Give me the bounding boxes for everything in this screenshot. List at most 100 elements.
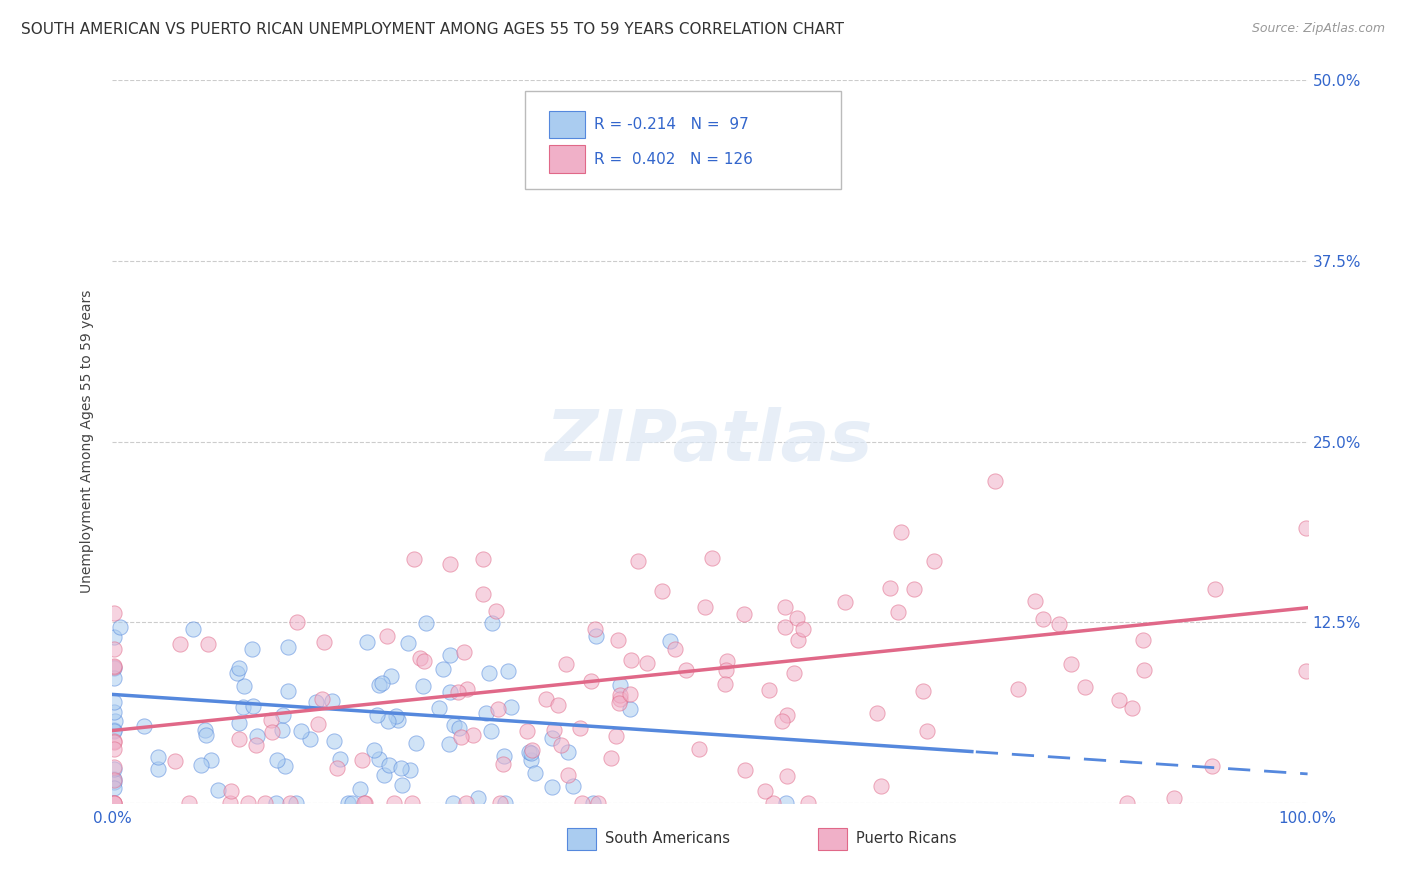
Point [246,730,269,744]
Point [264,796,287,810]
Point [1073,680,1095,694]
Point [169,637,191,651]
Point [439,685,461,699]
Point [1163,791,1185,805]
Point [561,779,583,793]
Point [412,679,434,693]
Point [311,692,333,706]
Text: R =  0.402   N = 126: R = 0.402 N = 126 [595,152,754,167]
Point [524,766,547,780]
Point [568,721,591,735]
Point [1133,663,1156,677]
Point [260,713,283,727]
Point [467,791,489,805]
Point [270,723,292,737]
Point [409,650,432,665]
Point [659,634,682,648]
Point [984,474,1007,488]
Point [197,637,219,651]
Point [517,746,540,760]
Point [285,615,308,629]
Point [228,731,250,746]
Point [609,678,631,692]
Point [581,796,603,810]
Point [427,701,450,715]
Point [783,665,806,680]
Point [912,683,935,698]
Point [340,796,363,810]
Point [377,714,399,728]
Point [391,778,413,792]
Point [1121,700,1143,714]
Point [353,796,375,810]
Point [321,694,343,708]
Point [228,661,250,675]
Bar [548,145,585,173]
Text: South Americans: South Americans [605,831,730,847]
Point [499,699,522,714]
Point [481,615,503,630]
Point [1295,521,1317,535]
Point [543,723,565,737]
Bar [818,828,848,850]
Point [415,615,437,630]
Point [492,756,515,771]
Point [447,685,470,699]
Point [472,552,495,566]
Point [1047,616,1070,631]
Point [401,796,423,810]
Point [516,724,538,739]
Point [1108,692,1130,706]
Point [478,665,501,680]
Point [349,782,371,797]
Point [103,660,125,674]
Point [890,525,912,540]
Point [326,762,349,776]
Point [378,757,401,772]
Point [356,635,378,649]
Point [550,739,572,753]
Point [479,724,502,739]
Point [796,796,818,810]
Point [195,728,218,742]
Point [103,780,125,795]
Point [834,595,856,609]
Point [181,623,204,637]
Point [456,682,478,697]
Point [266,753,288,767]
Point [775,796,797,810]
Point [541,731,564,745]
Text: SOUTH AMERICAN VS PUERTO RICAN UNEMPLOYMENT AMONG AGES 55 TO 59 YEARS CORRELATIO: SOUTH AMERICAN VS PUERTO RICAN UNEMPLOYM… [21,22,844,37]
Point [773,600,796,615]
Point [693,600,716,615]
Point [924,554,946,568]
Point [583,622,606,636]
Point [439,557,461,571]
Point [236,796,259,810]
Point [787,632,810,647]
Point [104,714,127,728]
Point [260,724,283,739]
Point [163,754,186,768]
Point [486,702,509,716]
Point [879,581,901,595]
Point [290,724,312,739]
Point [146,750,169,764]
Point [453,645,475,659]
Point [734,763,756,777]
Point [146,763,169,777]
Point [190,758,212,772]
Point [103,796,125,810]
Point [714,676,737,690]
Point [200,753,222,767]
Point [132,719,155,733]
Point [274,758,297,772]
Point [298,731,321,746]
Point [754,784,776,798]
Point [903,582,925,596]
Point [536,691,558,706]
Point [219,784,242,798]
Point [776,769,799,783]
Point [314,634,336,648]
Y-axis label: Unemployment Among Ages 55 to 59 years: Unemployment Among Ages 55 to 59 years [80,290,94,593]
